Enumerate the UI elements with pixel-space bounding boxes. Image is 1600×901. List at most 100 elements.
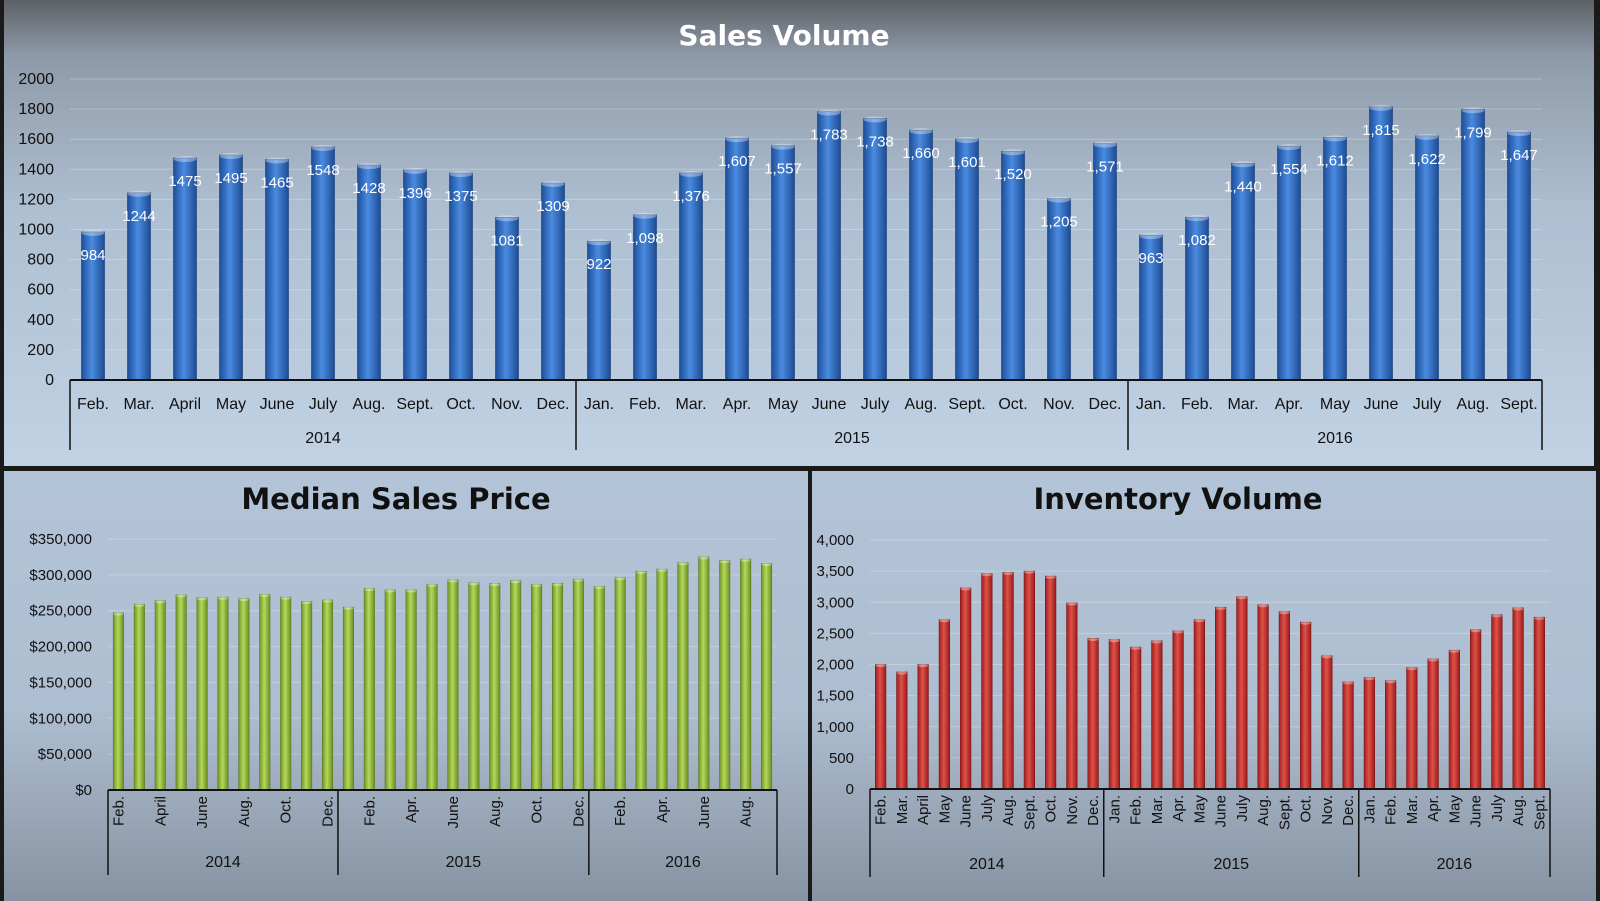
group-label: 2016	[1437, 856, 1473, 873]
bar	[909, 129, 933, 381]
x-category-label: Jan.	[1361, 795, 1378, 823]
bar-top-highlight	[1369, 104, 1393, 111]
x-category-label: Oct.	[278, 796, 295, 824]
bar	[1045, 575, 1057, 790]
group-label: 2014	[969, 856, 1005, 873]
x-category-label: June	[1213, 795, 1230, 828]
bar-top-highlight	[909, 128, 933, 135]
x-category-label: Sept.	[1531, 795, 1548, 830]
bar-top-highlight	[573, 578, 584, 582]
x-category-label: Aug.	[1510, 795, 1527, 826]
x-category-label: Apr.	[1170, 795, 1187, 822]
bar-top-highlight	[1279, 610, 1290, 615]
data-label: 1,607	[718, 153, 756, 170]
bar-top-highlight	[1024, 570, 1035, 574]
data-label: 1396	[398, 185, 431, 202]
bar	[133, 603, 145, 791]
data-label: 1,799	[1454, 124, 1492, 141]
median-price-chart: Median Sales Price $0 $50,000 $100,000 $150…	[29, 482, 778, 875]
bar	[1406, 667, 1418, 790]
y-tick-label: $100,000	[29, 710, 92, 727]
data-label: 1,815	[1362, 122, 1400, 139]
bar	[1461, 108, 1485, 381]
bar	[357, 164, 381, 381]
x-category-label: June	[958, 795, 975, 828]
y-tick-label: $300,000	[29, 567, 92, 584]
y-tick-label: 3,000	[816, 594, 854, 611]
x-category-label: Nov.	[1043, 396, 1075, 413]
x-category-label: Aug.	[738, 796, 755, 827]
y-tick-label: 2,000	[816, 657, 854, 674]
bar	[719, 560, 731, 791]
bar	[196, 597, 208, 791]
bar	[265, 159, 289, 381]
group-label: 2015	[834, 430, 870, 447]
x-category-label: Sept.	[1021, 795, 1038, 830]
bar-top-highlight	[896, 671, 908, 675]
bar	[1448, 649, 1460, 790]
bar	[1002, 572, 1014, 790]
x-category-label: Aug.	[905, 396, 938, 413]
bar-top-highlight	[981, 573, 993, 577]
y-tick-label: 2000	[18, 71, 54, 88]
bar-top-highlight	[311, 145, 335, 152]
bar	[1108, 639, 1120, 790]
y-tick-label: 0	[846, 781, 854, 798]
x-category-label: Jan.	[1136, 396, 1166, 413]
bar-top-highlight	[81, 229, 105, 236]
bar-top-highlight	[1047, 196, 1071, 203]
x-category-label: Jan.	[584, 396, 614, 413]
bar-top-highlight	[1427, 658, 1439, 662]
x-category-label: May	[936, 795, 953, 824]
median-price-panel: Median Sales Price $0 $50,000 $100,000 $150…	[4, 471, 808, 901]
bar	[154, 600, 166, 791]
x-category-label: June	[260, 396, 295, 413]
bar	[1300, 621, 1312, 790]
bar-top-highlight	[761, 562, 772, 566]
data-label: 1375	[444, 188, 477, 205]
bar	[875, 664, 887, 790]
group-label: 2014	[205, 854, 241, 871]
bar-top-highlight	[1087, 637, 1099, 641]
data-label: 1,571	[1086, 159, 1124, 176]
bar-top-highlight	[343, 606, 354, 610]
x-category-label: June	[1364, 396, 1399, 413]
bar-top-highlight	[1415, 133, 1439, 140]
x-category-label: Mar.	[894, 795, 911, 824]
bar	[1257, 604, 1269, 790]
x-category-label: Oct.	[529, 796, 546, 824]
data-label: 1,205	[1040, 214, 1078, 231]
bar-top-highlight	[1507, 130, 1531, 137]
inventory-panel: Inventory Volume 0 500 1,000 1,500 2,000 2,50…	[812, 471, 1596, 901]
data-label: 963	[1138, 250, 1163, 267]
x-category-label: April	[169, 396, 201, 413]
bar-top-highlight	[364, 587, 375, 592]
bar-top-highlight	[587, 239, 611, 246]
x-category-label: Dec.	[1089, 396, 1122, 413]
data-label: 1,647	[1500, 147, 1538, 164]
bar-top-highlight	[1257, 604, 1269, 608]
x-category-label: Nov.	[491, 396, 523, 413]
x-category-label: July	[309, 396, 337, 413]
bar	[112, 612, 124, 791]
inventory-chart: Inventory Volume 0 500 1,000 1,500 2,000 2,50…	[816, 482, 1551, 877]
x-category-label: Sept.	[396, 396, 433, 413]
bar	[1363, 677, 1375, 790]
bar	[311, 146, 335, 381]
y-tick-label: 4,000	[816, 532, 854, 549]
bar	[1321, 655, 1333, 790]
bar-top-highlight	[955, 137, 979, 144]
x-category-label: Mar.	[1149, 795, 1166, 824]
bar-top-highlight	[1277, 144, 1301, 151]
y-tick-label: 600	[27, 282, 54, 299]
bar	[917, 664, 929, 790]
bar	[1277, 145, 1301, 381]
sales-volume-panel: Sales Volume 0 200 400 600 800 1000 1200 1400 16…	[4, 0, 1594, 466]
bar-top-highlight	[1045, 575, 1056, 579]
bar-top-highlight	[939, 619, 950, 623]
x-category-label: Feb.	[612, 796, 629, 826]
data-label: 984	[80, 247, 105, 264]
y-tick-label: $0	[75, 782, 92, 799]
bar	[551, 583, 564, 791]
bar-top-highlight	[614, 577, 626, 581]
